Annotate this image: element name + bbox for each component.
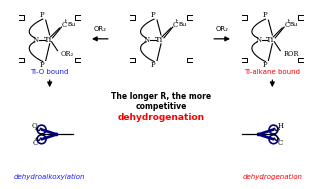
Text: ROR: ROR bbox=[283, 50, 299, 58]
Text: Bu: Bu bbox=[178, 22, 186, 26]
Text: C: C bbox=[284, 21, 289, 29]
Text: Bu: Bu bbox=[67, 22, 75, 26]
Text: Ti-alkane bound: Ti-alkane bound bbox=[244, 69, 300, 75]
Text: P: P bbox=[151, 61, 156, 69]
Text: Bu: Bu bbox=[289, 22, 298, 26]
Text: OR₂: OR₂ bbox=[61, 50, 74, 58]
Text: P: P bbox=[40, 61, 44, 69]
Circle shape bbox=[257, 133, 260, 136]
Text: OR₂: OR₂ bbox=[93, 26, 106, 32]
Text: Ti: Ti bbox=[266, 36, 274, 44]
Text: dehydroalkoxylation: dehydroalkoxylation bbox=[14, 174, 85, 180]
Text: C: C bbox=[62, 21, 67, 29]
Text: O: O bbox=[32, 122, 38, 129]
Text: N: N bbox=[255, 36, 261, 44]
Text: competitive: competitive bbox=[135, 102, 187, 111]
Text: P: P bbox=[262, 11, 267, 19]
Text: Ti: Ti bbox=[43, 36, 52, 44]
Text: t: t bbox=[176, 19, 178, 24]
Text: Ti-O bound: Ti-O bound bbox=[31, 69, 69, 75]
Text: N: N bbox=[33, 36, 39, 44]
Text: t: t bbox=[65, 19, 67, 24]
Text: The longer R, the more: The longer R, the more bbox=[111, 92, 211, 101]
Text: P: P bbox=[151, 11, 156, 19]
Text: H: H bbox=[277, 122, 283, 129]
Text: P: P bbox=[40, 11, 44, 19]
Text: dehydrogenation: dehydrogenation bbox=[242, 174, 302, 180]
Circle shape bbox=[55, 133, 58, 136]
Text: N: N bbox=[144, 36, 150, 44]
Text: OR₂: OR₂ bbox=[216, 26, 229, 32]
Text: C: C bbox=[32, 139, 37, 147]
Text: t: t bbox=[288, 19, 290, 24]
Text: dehydrogenation: dehydrogenation bbox=[118, 113, 204, 122]
Text: Ti: Ti bbox=[155, 36, 163, 44]
Text: P: P bbox=[262, 61, 267, 69]
Text: C: C bbox=[173, 21, 178, 29]
Text: C: C bbox=[278, 139, 283, 147]
